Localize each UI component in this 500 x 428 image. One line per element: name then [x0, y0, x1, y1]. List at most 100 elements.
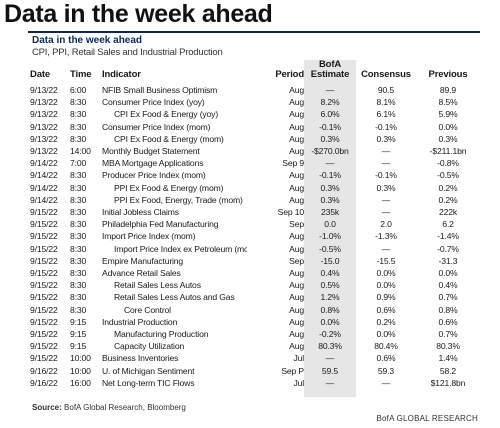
- table-cell: 9:15: [70, 329, 87, 340]
- table-cell: 0.0: [324, 219, 336, 230]
- table-cell: 80.3%: [436, 341, 460, 352]
- table-cell: 10:00: [70, 353, 91, 364]
- table-cell: Monthly Budget Statement: [102, 146, 200, 157]
- table-cell: 8:30: [70, 292, 87, 303]
- column-header: Indicator: [102, 69, 141, 80]
- table-cell: Aug: [289, 109, 304, 120]
- table-cell: 0.7%: [438, 292, 458, 303]
- table-cell: 90.5: [377, 85, 395, 95]
- table-cell: Aug: [289, 268, 304, 279]
- table-cell: 0.0%: [376, 329, 396, 340]
- table-cell: Consumer Price Index (mom): [102, 121, 211, 132]
- table-cell: 9/15/22: [30, 316, 58, 327]
- table-cell: 8:30: [70, 280, 87, 291]
- table-cell: -15.0: [320, 255, 340, 266]
- table-cell: -0.2%: [319, 329, 341, 340]
- table-cell: -31.3: [438, 255, 458, 266]
- table-row: 9/15/22 8:30 Core Control Aug 0.8% 0.6% 0.8%: [30, 304, 480, 316]
- table-cell: —: [381, 194, 391, 205]
- table-cell: 0.3%: [376, 133, 396, 144]
- table-cell: 0.4%: [438, 280, 458, 291]
- table-row: 9/15/22 8:30 Import Price Index ex Petrole…: [30, 243, 480, 255]
- table-row: 9/14/22 8:30 PPI Ex Food & Energy (mom) Aug…: [30, 182, 480, 194]
- table-cell: Net Long-term TIC Flows: [102, 377, 195, 388]
- table-cell: 0.8%: [320, 304, 340, 315]
- table-cell: 59.5: [321, 365, 339, 376]
- table-row: 9/15/22 8:30 Advance Retail Sales Aug 0.4% 0.…: [30, 267, 480, 279]
- table-row: 9/14/22 7:00 MBA Mortgage Applications Sep …: [30, 157, 480, 169]
- table-cell: 1.4%: [438, 353, 458, 364]
- table-cell: Aug: [289, 304, 304, 315]
- table-cell: 8:30: [70, 219, 87, 230]
- table-cell: Retail Sales Less Autos: [114, 280, 201, 291]
- table-row: 9/13/22 6:00 NFIB Small Business Optimism A…: [30, 84, 480, 96]
- column-header: Previous: [428, 69, 468, 80]
- table-cell: Core Control: [124, 304, 171, 315]
- table-cell: 58.2: [439, 365, 457, 376]
- table-cell: 9/15/22: [30, 207, 58, 218]
- table-cell: 9/15/22: [30, 219, 58, 230]
- table-cell: —: [325, 158, 335, 169]
- column-header: Consensus: [361, 69, 411, 80]
- table-cell: 9:15: [70, 341, 87, 352]
- table-cell: 8:30: [70, 243, 87, 254]
- table-cell: 10:00: [70, 365, 91, 376]
- table-cell: Sep: [289, 219, 304, 230]
- table-cell: PPI Ex Food, Energy, Trade (mom): [114, 194, 243, 205]
- table-cell: -0.1%: [319, 170, 341, 181]
- header-row: Date Time Indicator Period BofA Estimate Cons…: [30, 60, 480, 84]
- source-text: BofA Global Research, Bloomberg: [64, 403, 186, 412]
- table-cell: Aug: [289, 194, 304, 205]
- table-cell: $121.8bn: [430, 377, 466, 388]
- table-cell: Producer Price Index (mom): [102, 170, 206, 181]
- table-cell: 8:30: [70, 207, 87, 218]
- table-cell: 9/14/22: [30, 158, 58, 169]
- table-cell: 6.1%: [376, 109, 396, 120]
- table-cell: 6.0%: [320, 109, 340, 120]
- table-cell: -0.8%: [437, 158, 459, 169]
- page-title: Data in the week ahead: [4, 0, 273, 28]
- table-cell: 0.0%: [438, 121, 458, 132]
- source-note: Source: BofA Global Research, Bloomberg: [32, 403, 186, 412]
- table-cell: Consumer Price Index (yoy): [102, 97, 205, 108]
- table-cell: Aug: [289, 341, 304, 352]
- column-header: BofA Estimate: [310, 59, 350, 80]
- table-cell: Aug: [289, 182, 304, 193]
- table-cell: -$211.1bn: [429, 146, 467, 157]
- table-row: 9/15/22 8:30 Retail Sales Less Autos and G…: [30, 291, 480, 303]
- table-cell: Sep 9: [282, 158, 304, 169]
- table-cell: 8:30: [70, 133, 87, 144]
- table-cell: 9/13/22: [30, 109, 58, 120]
- table-cell: Jul: [293, 377, 304, 388]
- table-cell: 8:30: [70, 170, 87, 181]
- table-cell: Aug: [289, 85, 304, 95]
- table-cell: 9/16/22: [30, 377, 58, 388]
- table-cell: —: [325, 377, 335, 388]
- data-table: Date Time Indicator Period BofA Estimate Cons…: [30, 60, 480, 389]
- table-cell: 0.2%: [376, 316, 396, 327]
- table-cell: 8.1%: [376, 97, 396, 108]
- table-cell: Retail Sales Less Autos and Gas: [114, 292, 235, 303]
- table-row: 9/15/22 8:30 Empire Manufacturing Sep -15.0 -…: [30, 255, 480, 267]
- table-cell: 9/15/22: [30, 231, 58, 242]
- table-cell: 0.0%: [320, 316, 340, 327]
- table-cell: Industrial Production: [102, 316, 178, 327]
- table-row: 9/16/22 16:00 Net Long-term TIC Flows Jul — —…: [30, 377, 480, 389]
- table-row: 9/13/22 14:00 Monthly Budget Statement Aug -…: [30, 145, 480, 157]
- table-cell: 0.0%: [376, 268, 396, 279]
- table-row: 9/15/22 8:30 Initial Jobless Claims Sep 10 2…: [30, 206, 480, 218]
- table-cell: 8:30: [70, 231, 87, 242]
- table-cell: 9/14/22: [30, 194, 58, 205]
- table-cell: Aug: [289, 133, 304, 144]
- table-cell: 235k: [320, 207, 340, 218]
- table-cell: 8:30: [70, 121, 87, 132]
- table-row: 9/15/22 8:30 Retail Sales Less Autos Aug 0.5…: [30, 279, 480, 291]
- table-cell: 8.5%: [438, 97, 458, 108]
- table-cell: -15.5: [376, 255, 396, 266]
- table-cell: 0.7%: [438, 329, 458, 340]
- table-cell: 0.3%: [438, 133, 458, 144]
- table-cell: —: [381, 207, 391, 218]
- table-cell: 9/14/22: [30, 170, 58, 181]
- table-cell: Capacity Utilization: [114, 341, 185, 352]
- table-cell: 8:30: [70, 304, 87, 315]
